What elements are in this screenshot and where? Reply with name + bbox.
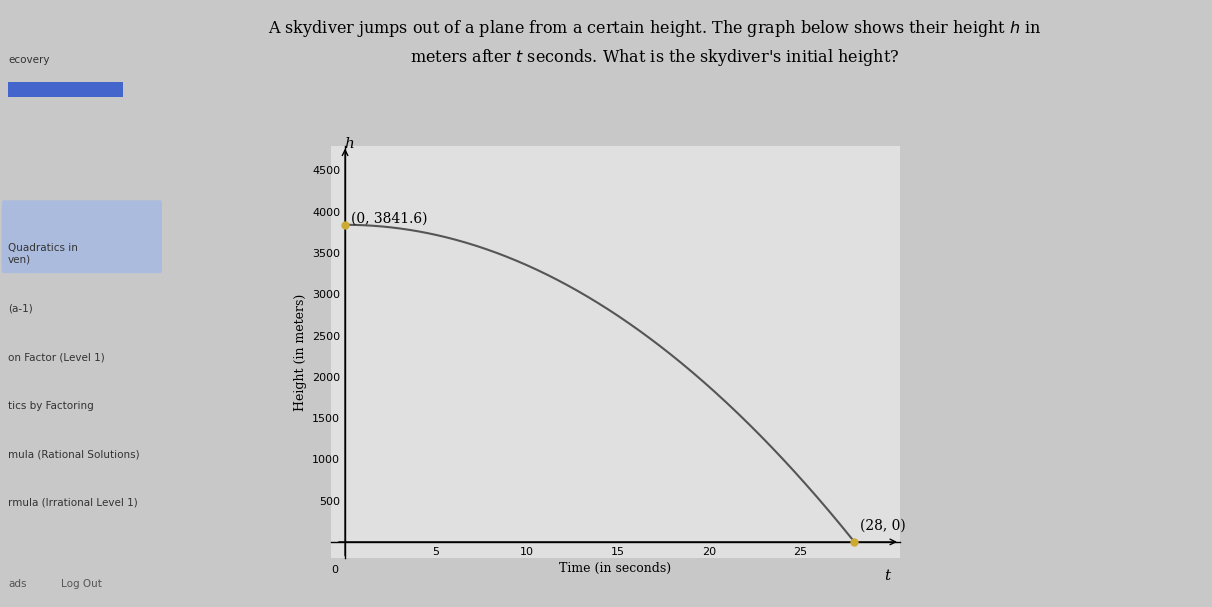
Text: rmula (Irrational Level 1): rmula (Irrational Level 1) — [8, 498, 138, 507]
Bar — [8, 82, 122, 97]
Text: Log Out: Log Out — [62, 579, 102, 589]
Text: Quadratics in
ven): Quadratics in ven) — [8, 243, 78, 265]
Y-axis label: Height (in meters): Height (in meters) — [293, 293, 307, 411]
Text: (28, 0): (28, 0) — [859, 518, 905, 532]
Text: h: h — [344, 137, 354, 152]
Text: 0: 0 — [331, 565, 338, 575]
Text: ecovery: ecovery — [8, 55, 50, 64]
Text: (a-1): (a-1) — [8, 304, 33, 313]
Text: on Factor (Level 1): on Factor (Level 1) — [8, 352, 105, 362]
Text: mula (Rational Solutions): mula (Rational Solutions) — [8, 449, 139, 459]
Text: ads: ads — [8, 579, 27, 589]
Text: t: t — [884, 569, 891, 583]
FancyBboxPatch shape — [1, 200, 162, 273]
Text: A skydiver jumps out of a plane from a certain height. The graph below shows the: A skydiver jumps out of a plane from a c… — [268, 18, 1041, 68]
Text: (0, 3841.6): (0, 3841.6) — [350, 211, 427, 225]
Text: tics by Factoring: tics by Factoring — [8, 401, 95, 410]
X-axis label: Time (in seconds): Time (in seconds) — [559, 562, 671, 575]
